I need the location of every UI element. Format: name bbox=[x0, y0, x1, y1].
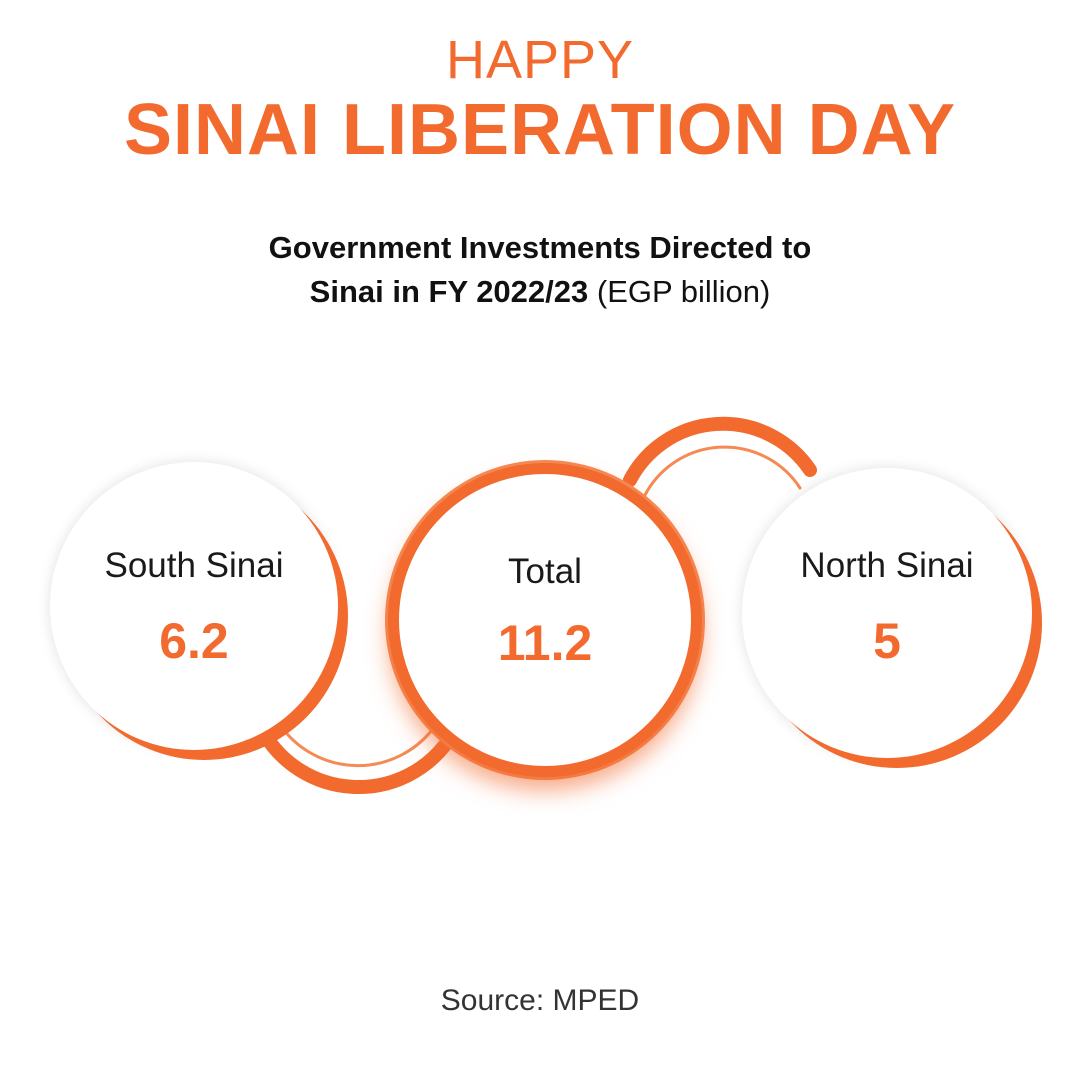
connector-rings bbox=[258, 416, 817, 795]
label-south-sinai: South Sinai bbox=[104, 546, 284, 585]
source-note: Source: MPED bbox=[440, 984, 640, 1017]
connector-arc-lower bbox=[258, 728, 452, 795]
value-total: 11.2 bbox=[497, 615, 593, 671]
connector-arc-upper bbox=[623, 416, 817, 487]
happy-heading: HAPPY bbox=[445, 30, 635, 90]
circle-total: Total 11.2 bbox=[388, 463, 702, 777]
chart-area: South Sinai 6.2 Total 11.2 North Sinai 5 bbox=[0, 380, 1080, 860]
chart-title: Government Investments Directed to Sinai… bbox=[0, 226, 1080, 314]
circle-south-sinai: South Sinai 6.2 bbox=[50, 462, 338, 750]
chart-title-unit: (EGP billion) bbox=[596, 274, 771, 309]
label-north-sinai: North Sinai bbox=[800, 546, 974, 585]
chart-title-line-1: Government Investments Directed to bbox=[268, 230, 812, 265]
chart-title-line-2: Sinai in FY 2022/23 bbox=[309, 274, 589, 309]
circle-north-sinai: North Sinai 5 bbox=[742, 468, 1032, 758]
value-south-sinai: 6.2 bbox=[159, 613, 229, 669]
connector-arc-upper-inner bbox=[643, 445, 802, 497]
value-north-sinai: 5 bbox=[873, 613, 901, 669]
connector-arc-lower-inner bbox=[278, 723, 434, 768]
main-title: SINAI LIBERATION DAY bbox=[123, 90, 957, 170]
label-total: Total bbox=[508, 552, 582, 591]
